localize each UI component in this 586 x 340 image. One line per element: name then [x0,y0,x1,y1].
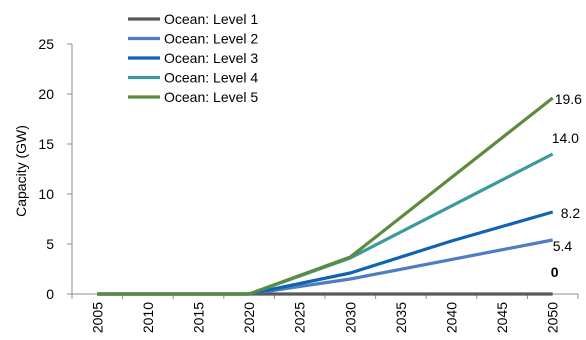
legend-label-level-4: Ocean: Level 4 [164,70,258,86]
legend-label-level-2: Ocean: Level 2 [164,31,258,47]
legend-label-level-3: Ocean: Level 3 [164,50,258,66]
x-tick-label: 2045 [494,302,510,333]
end-value-label-level-5: 19.6 [555,91,582,107]
y-tick-label: 5 [46,236,54,252]
series-line-level-4 [97,152,554,296]
x-tick-label: 2010 [140,302,156,333]
x-tick-label: 2050 [545,302,561,333]
series-lines [97,96,554,296]
y-axis: 0 5 10 15 20 25 [38,36,73,302]
y-tick-label: 20 [38,86,54,102]
end-labels: 0 5.4 8.2 14.0 19.6 [551,91,582,280]
end-value-label-level-4: 14.0 [552,130,579,146]
x-tick-label: 2025 [292,302,308,333]
end-value-label-level-2: 5.4 [553,238,573,254]
legend: Ocean: Level 1 Ocean: Level 2 Ocean: Level… [128,11,258,105]
legend-label-level-5: Ocean: Level 5 [164,89,258,105]
end-value-label-level-1: 0 [551,264,559,280]
x-tick-label: 2015 [191,302,207,333]
x-tick-label: 2020 [241,302,257,333]
y-tick-label: 0 [46,286,54,302]
x-axis: 2005 2010 2015 2020 2025 2030 2035 2040 2045 2050 [71,293,579,333]
x-tick-label: 2035 [393,302,409,333]
y-axis-title: Capacity (GW) [13,125,29,217]
series-line-level-5 [97,96,554,296]
end-value-label-level-3: 8.2 [561,205,581,221]
legend-label-level-1: Ocean: Level 1 [164,11,258,27]
x-tick-label: 2030 [342,302,358,333]
x-tick-label: 2005 [89,302,105,333]
y-tick-label: 25 [38,36,54,52]
x-tick-label: 2040 [444,302,460,333]
y-tick-label: 10 [38,186,54,202]
y-tick-label: 15 [38,136,54,152]
